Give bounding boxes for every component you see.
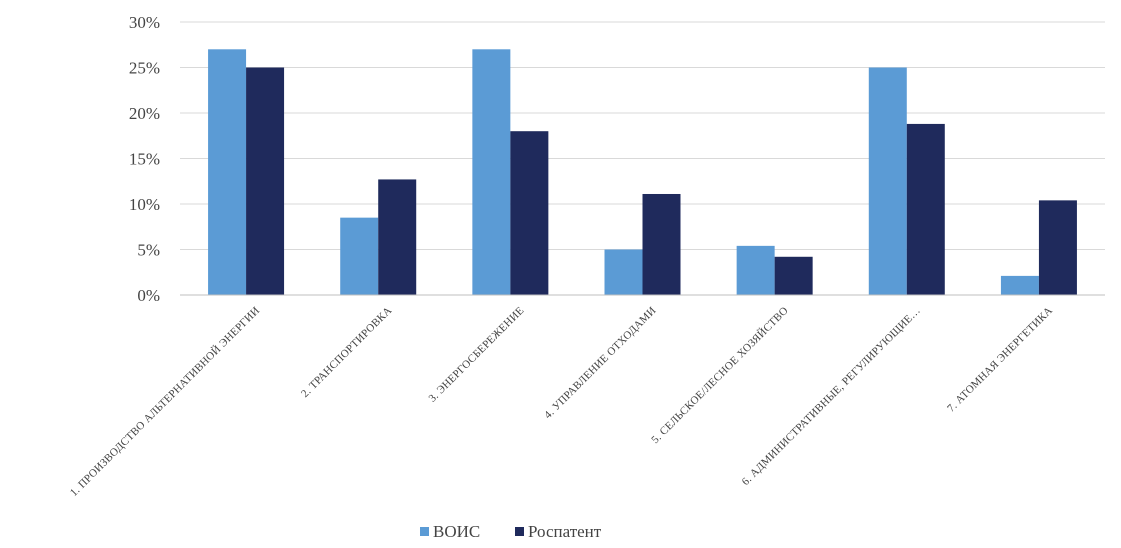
bar-series-1-cat-5 xyxy=(736,245,775,295)
x-category-label: 2. ТРАНСПОРТИРОВКА xyxy=(299,305,394,400)
legend-swatch-series-2 xyxy=(515,527,524,536)
x-category-label: 1. ПРОИЗВОДСТВО АЛЬТЕРНАТИВНОЙ ЭНЕРГИИ xyxy=(68,305,262,499)
y-tick-label: 25% xyxy=(129,59,160,78)
bar-series-1-cat-6 xyxy=(868,67,907,295)
bar-series-2-cat-7 xyxy=(1038,200,1077,295)
bar-series-1-cat-3 xyxy=(472,49,511,295)
y-tick-label: 10% xyxy=(129,195,160,214)
y-tick-label: 15% xyxy=(129,150,160,169)
y-tick-label: 0% xyxy=(137,286,160,305)
bar-series-2-cat-2 xyxy=(378,179,417,295)
x-category-label: 3. ЭНЕРГОСБЕРЕЖЕНИЕ xyxy=(426,305,526,405)
legend: ВОИС Роспатент xyxy=(420,522,602,541)
legend-label-series-1: ВОИС xyxy=(433,522,480,541)
bar-series-2-cat-5 xyxy=(774,256,813,295)
y-tick-label: 30% xyxy=(129,13,160,32)
y-tick-label: 20% xyxy=(129,104,160,123)
legend-swatch-series-1 xyxy=(420,527,429,536)
bar-series-1-cat-4 xyxy=(604,249,643,295)
bar-series-1-cat-1 xyxy=(208,49,247,295)
x-category-label: 4. УПРАВЛЕНИЕ ОТХОДАМИ xyxy=(542,305,659,422)
y-axis-ticks: 0% 5% 10% 15% 20% 25% 30% xyxy=(129,13,160,305)
legend-label-series-2: Роспатент xyxy=(528,522,602,541)
gridlines xyxy=(180,21,1105,250)
bar-series-2-cat-4 xyxy=(642,193,681,295)
bar-series-2-cat-3 xyxy=(510,131,549,295)
bar-series-1-cat-2 xyxy=(340,217,379,295)
y-tick-label: 5% xyxy=(137,241,160,260)
bars xyxy=(208,49,1077,295)
bar-series-2-cat-6 xyxy=(906,123,945,295)
x-category-label: 7. АТОМНАЯ ЭНЕРГЕТИКА xyxy=(945,305,1055,415)
x-category-label: 5. СЕЛЬСКОЕ/ЛЕСНОЕ ХОЗЯЙСТВО xyxy=(649,305,790,446)
bar-series-2-cat-1 xyxy=(246,67,285,295)
bar-series-1-cat-7 xyxy=(1000,275,1039,295)
x-axis-category-labels: 1. ПРОИЗВОДСТВО АЛЬТЕРНАТИВНОЙ ЭНЕРГИИ 2.… xyxy=(68,305,1055,499)
